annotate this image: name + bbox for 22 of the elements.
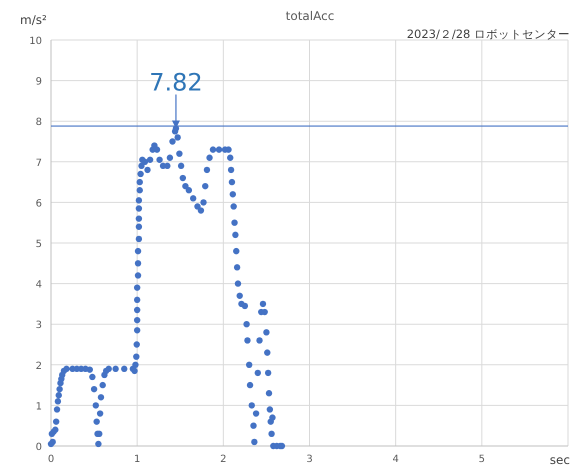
y-tick-label: 10	[29, 36, 42, 47]
x-axis-title: sec	[550, 453, 570, 467]
y-tick-label: 0	[36, 442, 42, 453]
y-tick-label: 9	[36, 76, 42, 88]
chart-subtitle: 2023/２/28 ロボットセンター	[406, 27, 570, 41]
y-tick-label: 3	[36, 320, 42, 332]
annotation: 7.82	[149, 68, 203, 97]
y-tick-label: 1	[36, 401, 42, 412]
y-tick-label: 4	[36, 280, 42, 291]
x-tick-label: 1	[134, 454, 140, 465]
x-tick-label: 3	[306, 454, 313, 465]
chart-title: totalAcc	[286, 9, 334, 23]
y-tick-label: 5	[36, 239, 42, 250]
y-axis-title: m/s²	[20, 13, 47, 27]
x-tick-label: 5	[478, 454, 486, 465]
x-tick-label: 4	[392, 454, 399, 465]
y-tick-label: 6	[36, 198, 42, 210]
y-tick-label: 7	[36, 158, 42, 169]
x-tick-label: 2	[220, 454, 227, 465]
y-tick-label: 8	[36, 117, 42, 128]
y-tick-label: 2	[36, 360, 42, 372]
x-tick-label: 0	[48, 454, 54, 465]
